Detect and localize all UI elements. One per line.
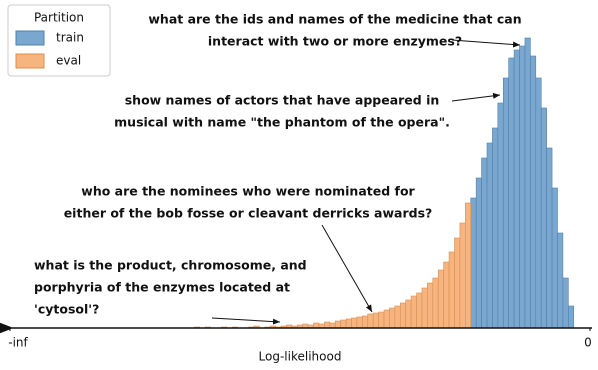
bar: [405, 299, 412, 329]
bar: [508, 57, 515, 329]
bar: [535, 77, 542, 329]
legend-label: train: [56, 31, 84, 45]
x-axis-label: Log-likelihood: [259, 350, 342, 364]
bar: [530, 55, 537, 329]
x-tick-label: -inf: [8, 336, 28, 350]
arrow: [451, 92, 501, 102]
bar: [519, 45, 526, 329]
bar: [470, 197, 477, 329]
bar: [324, 321, 331, 329]
bar: [372, 312, 379, 329]
legend: Partition train eval: [7, 4, 111, 77]
annotation: interact with two or more enzymes?: [208, 34, 462, 49]
annotation: what is the product, chromosome, and: [34, 258, 307, 273]
bar: [513, 49, 520, 329]
bar: [416, 292, 423, 329]
arrows: [211, 39, 521, 325]
annotation: who are the nominees who were nominated …: [81, 184, 415, 199]
bar: [427, 282, 434, 329]
bar: [394, 305, 401, 329]
x-tick-label: 0: [584, 336, 592, 350]
bar: [465, 202, 472, 329]
bar: [492, 127, 499, 329]
bar: [410, 295, 417, 329]
bar: [486, 142, 493, 329]
bar: [454, 237, 461, 329]
bar: [378, 311, 385, 329]
bar: [345, 318, 352, 329]
arrow: [451, 39, 521, 48]
legend-swatch: [15, 53, 45, 69]
legend-label: eval: [56, 54, 81, 68]
annotation: 'cytosol'?: [34, 302, 99, 317]
legend-swatch: [15, 30, 45, 46]
bar: [443, 261, 450, 329]
arrow: [211, 317, 281, 325]
bar: [448, 251, 455, 329]
bar: [562, 277, 569, 329]
bar: [481, 157, 488, 329]
bar: [546, 147, 553, 329]
annotation: either of the bob fosse or cleavant derr…: [64, 206, 433, 221]
bar: [367, 313, 374, 329]
legend-title: Partition: [34, 11, 84, 25]
bar: [399, 302, 407, 329]
annotation: show names of actors that have appeared …: [125, 93, 440, 108]
bar: [362, 315, 369, 329]
bar: [334, 320, 341, 329]
bar: [524, 37, 531, 329]
bar: [475, 177, 482, 329]
bars: [193, 37, 575, 329]
bar: [351, 317, 358, 329]
annotation: porphyria of the enzymes located at: [34, 280, 290, 295]
bar: [356, 316, 363, 329]
bar: [540, 107, 547, 329]
arrow: [321, 224, 373, 313]
bar: [437, 269, 444, 329]
bar: [557, 232, 564, 329]
annotation: what are the ids and names of the medici…: [148, 12, 521, 27]
bar: [432, 277, 439, 329]
bar: [340, 319, 347, 329]
bar: [551, 187, 558, 329]
bar: [497, 102, 504, 329]
bar: [502, 77, 509, 329]
bar: [459, 222, 466, 329]
bar: [389, 307, 396, 329]
annotation: musical with name "the phantom of the op…: [114, 115, 450, 130]
bar: [568, 305, 575, 329]
bar: [383, 309, 390, 329]
bar: [421, 287, 428, 329]
